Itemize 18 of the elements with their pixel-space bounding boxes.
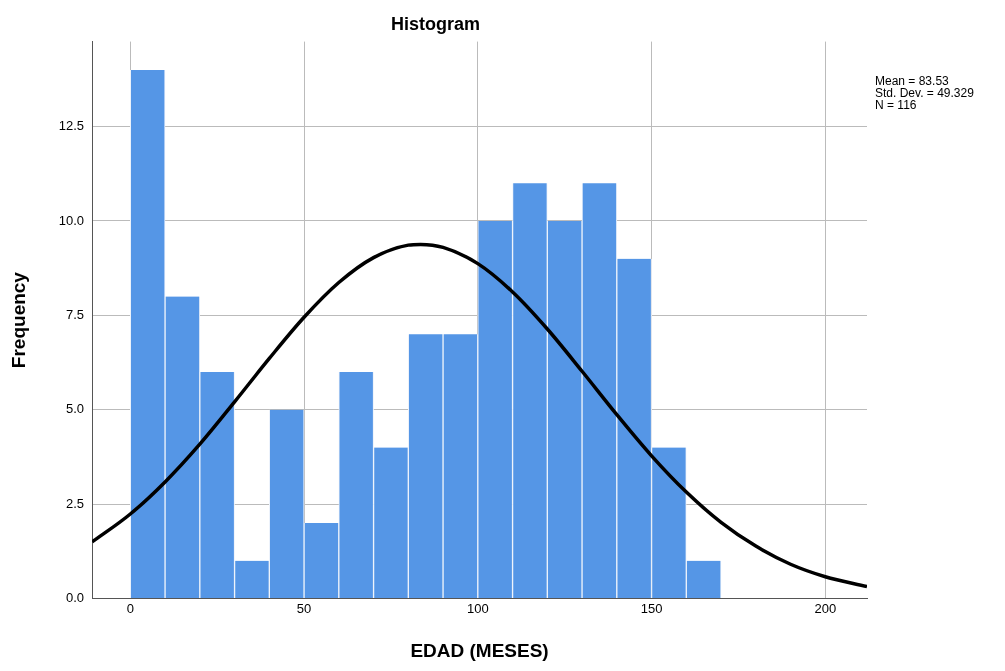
text: N = 116 <box>875 98 917 113</box>
y-tick-label: 2.5 <box>66 495 85 511</box>
y-axis-title: Frequency <box>7 271 29 369</box>
y-tick-label: 7.5 <box>66 306 85 322</box>
x-axis-title: EDAD (MESES) <box>410 639 549 661</box>
y-tick-label: 10.0 <box>58 212 85 228</box>
x-tick-label: 0 <box>126 600 134 616</box>
x-tick-label: 150 <box>640 600 663 616</box>
text: Std. Dev. = 49.329 <box>875 86 975 101</box>
y-tick-label: 0.0 <box>66 590 85 606</box>
line-series <box>92 242 867 589</box>
x-tick-label: 200 <box>814 600 837 616</box>
text: Mean = 83.53 <box>875 74 950 89</box>
y-tick-label: 12.5 <box>58 118 85 134</box>
x-tick-label: 100 <box>466 600 489 616</box>
x-tick-label: 50 <box>296 600 312 616</box>
chart-title: Histogram <box>390 13 481 34</box>
y-tick-label: 5.0 <box>66 401 85 417</box>
